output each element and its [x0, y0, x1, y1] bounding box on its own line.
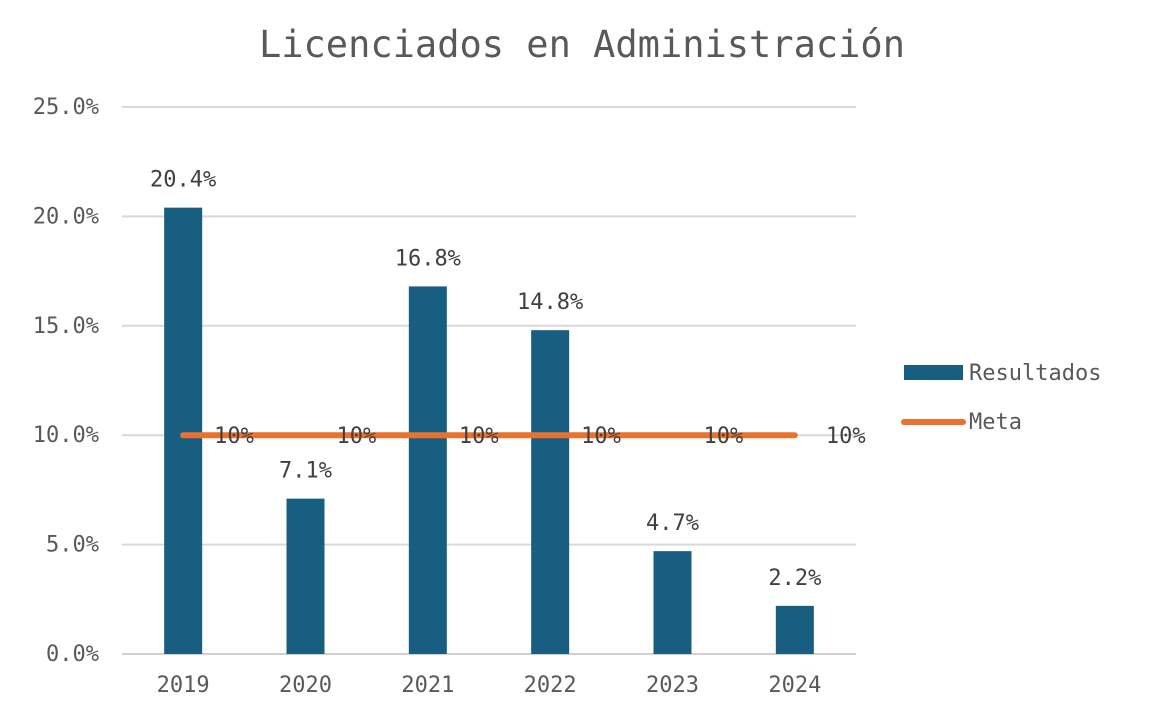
bar	[653, 551, 692, 654]
x-tick-label: 2024	[768, 673, 821, 698]
chart-title: Licenciados en Administración	[259, 23, 905, 66]
bar-series	[164, 207, 814, 654]
y-tick-label: 15.0%	[33, 314, 99, 339]
bar-value-label: 20.4%	[150, 168, 216, 193]
meta-value-label: 10%	[214, 424, 254, 449]
bar-value-label: 2.2%	[768, 566, 821, 591]
bar	[531, 330, 570, 654]
bar-value-label: 16.8%	[395, 246, 461, 271]
x-tick-label: 2021	[401, 673, 454, 698]
y-tick-label: 25.0%	[33, 95, 99, 120]
gridlines	[122, 106, 856, 655]
y-axis: 0.0% 5.0% 10.0% 15.0% 20.0% 25.0%	[33, 95, 99, 667]
y-tick-label: 20.0%	[33, 204, 99, 229]
legend: Resultados Meta	[901, 361, 1101, 435]
legend-swatch-bar	[904, 365, 963, 380]
bar-value-label: 4.7%	[646, 511, 699, 536]
bar	[775, 605, 814, 654]
legend-label: Meta	[969, 410, 1022, 435]
meta-value-label: 10%	[459, 424, 499, 449]
meta-value-label: 10%	[826, 424, 866, 449]
bar	[408, 286, 447, 654]
data-labels: 20.4% 7.1% 16.8% 14.8% 4.7% 2.2% 10% 10% 10% 10% 1…	[150, 168, 866, 591]
meta-value-label: 10%	[337, 424, 377, 449]
y-tick-label: 10.0%	[33, 423, 99, 448]
x-tick-label: 2020	[279, 673, 332, 698]
y-tick-label: 5.0%	[46, 533, 99, 558]
bar	[164, 207, 203, 654]
x-tick-label: 2019	[157, 673, 210, 698]
meta-value-label: 10%	[581, 424, 621, 449]
bar	[286, 498, 325, 654]
bar-value-label: 14.8%	[517, 290, 583, 315]
y-tick-label: 0.0%	[46, 642, 99, 667]
meta-value-label: 10%	[704, 424, 744, 449]
x-axis: 2019 2020 2021 2022 2023 2024	[157, 673, 822, 698]
x-tick-label: 2023	[646, 673, 699, 698]
x-tick-label: 2022	[524, 673, 577, 698]
bar-value-label: 7.1%	[279, 459, 332, 484]
legend-label: Resultados	[969, 361, 1101, 386]
